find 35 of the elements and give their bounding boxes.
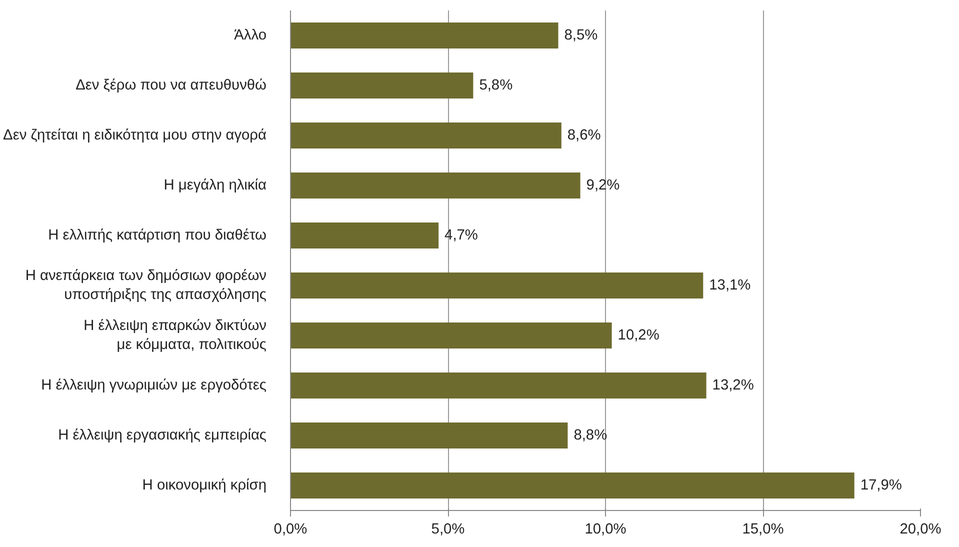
bar — [290, 122, 562, 148]
y-tick-label: Η έλλειψη επαρκών δικτύων με κόμματα, πολιτικούς — [84, 318, 267, 354]
data-label: 17,9% — [860, 478, 902, 494]
x-tick-label: 10,0% — [584, 522, 626, 538]
y-tick-label: Δεν ξέρω που να απευθυνθώ — [76, 78, 267, 94]
data-label: 5,8% — [479, 78, 513, 94]
bar — [290, 272, 704, 298]
data-label: 8,6% — [567, 128, 601, 144]
x-tick-label: 15,0% — [742, 522, 784, 538]
y-tick-label: Δεν ζητείται η ειδικότητα μου στην αγορά — [3, 128, 268, 144]
data-label: 10,2% — [618, 328, 660, 344]
y-tick-label: Η μεγάλη ηλικία — [164, 178, 268, 194]
y-tick-label: Η έλλειψη εργασιακής εμπειρίας — [58, 428, 267, 444]
bar — [290, 322, 612, 348]
data-label: 13,2% — [712, 378, 754, 394]
y-tick-label: Η οικονομική κρίση — [142, 478, 267, 494]
data-label: 8,8% — [574, 428, 608, 444]
data-label: 9,2% — [586, 178, 620, 194]
y-tick-label: Η έλλειψη γνωριμιών με εργοδότες — [41, 378, 267, 394]
y-tick-label: Άλλο — [234, 28, 267, 44]
bar — [290, 422, 568, 448]
bar — [290, 22, 558, 48]
bar — [290, 372, 706, 398]
bar — [290, 222, 439, 248]
x-tick-label: 5,0% — [431, 522, 465, 538]
data-label: 4,7% — [444, 228, 478, 244]
bar — [290, 172, 580, 198]
data-label: 13,1% — [709, 278, 751, 294]
y-tick-label: Η ανεπάρκεια των δημόσιων φορέων υποστήριξης της απασχόλησης — [25, 268, 267, 304]
bar — [290, 72, 474, 98]
x-tick-label: 0,0% — [274, 522, 308, 538]
data-label: 8,5% — [564, 28, 598, 44]
bar — [290, 472, 854, 498]
y-tick-label: Η ελλιπής κατάρτιση που διαθέτω — [48, 228, 267, 244]
x-tick-label: 20,0% — [900, 522, 942, 538]
